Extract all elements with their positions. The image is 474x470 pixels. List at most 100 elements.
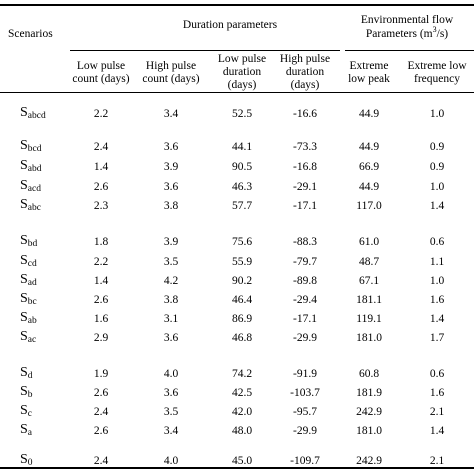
column-header-6-line-2: frequency xyxy=(414,73,460,85)
table-cell: 60.8 xyxy=(358,368,380,380)
table-cell: 61.0 xyxy=(358,236,380,248)
scenario-label: Sab xyxy=(20,310,37,326)
table-cell: 242.9 xyxy=(356,406,382,418)
table-cell: -29.9 xyxy=(293,425,317,437)
table-cell: 2.4 xyxy=(93,141,109,153)
table-cell: 67.1 xyxy=(358,275,380,287)
table-cell: 117.0 xyxy=(356,200,382,212)
table-cell: 90.5 xyxy=(231,161,253,173)
table-cell: 44.9 xyxy=(358,108,380,120)
scenario-label: Scd xyxy=(20,253,37,269)
table-cell: 1.0 xyxy=(429,108,445,120)
scenario-label: Sabd xyxy=(20,158,42,174)
table-cell: 181.9 xyxy=(356,387,382,399)
scenario-label: S0 xyxy=(20,452,33,468)
table-cell: 181.0 xyxy=(356,425,382,437)
table-cell: -17.1 xyxy=(293,313,317,325)
table-cell: 1.6 xyxy=(93,313,109,325)
column-header-3-line-1: Low pulse xyxy=(217,53,267,65)
column-header-1-line-1: Low pulse xyxy=(76,60,126,72)
header-scenarios: Scenarios xyxy=(8,28,53,40)
table-cell: 1.6 xyxy=(429,294,445,306)
table-cell: 3.8 xyxy=(163,294,179,306)
top-rule xyxy=(0,4,474,6)
table-cell: 66.9 xyxy=(358,161,380,173)
table-cell: 4.2 xyxy=(163,275,179,287)
table-cell: -17.1 xyxy=(293,200,317,212)
table-cell: 3.5 xyxy=(163,406,179,418)
table-cell: -29.1 xyxy=(293,181,317,193)
header-duration-group: Duration parameters xyxy=(182,19,278,31)
table-cell: 2.1 xyxy=(429,455,445,467)
table-cell: 1.4 xyxy=(429,313,445,325)
scenario-label: Sabcd xyxy=(20,105,46,121)
table-cell: 0.9 xyxy=(429,141,445,153)
table-cell: -16.8 xyxy=(293,161,317,173)
table-cell: 3.6 xyxy=(163,141,179,153)
table-cell: 45.0 xyxy=(231,455,253,467)
table-cell: 3.9 xyxy=(163,236,179,248)
table-cell: -103.7 xyxy=(290,387,320,399)
column-header-6-line-1: Extreme low xyxy=(407,60,467,72)
table-cell: 86.9 xyxy=(231,313,253,325)
table-cell: -88.3 xyxy=(293,236,317,248)
scenario-label: Sc xyxy=(20,403,33,419)
table-cell: 1.4 xyxy=(93,275,109,287)
table-cell: 1.4 xyxy=(429,425,445,437)
table-cell: 1.4 xyxy=(93,161,109,173)
table-cell: 55.9 xyxy=(231,256,253,268)
scenario-label: Sd xyxy=(20,365,33,381)
table-cell: 46.4 xyxy=(231,294,253,306)
table-cell: 3.4 xyxy=(163,425,179,437)
table-cell: 48.0 xyxy=(231,425,253,437)
table-cell: -109.7 xyxy=(290,455,320,467)
table-cell: 2.2 xyxy=(93,256,109,268)
table-cell: 3.6 xyxy=(163,387,179,399)
table-cell: -29.9 xyxy=(293,332,317,344)
scenario-label: Sa xyxy=(20,422,33,438)
table-cell: 2.4 xyxy=(93,406,109,418)
table-cell: 57.7 xyxy=(231,200,253,212)
table-cell: 3.6 xyxy=(163,332,179,344)
table-cell: 0.6 xyxy=(429,236,445,248)
table-cell: 2.4 xyxy=(93,455,109,467)
table-cell: 74.2 xyxy=(231,368,253,380)
table-cell: 1.7 xyxy=(429,332,445,344)
column-header-5-line-1: Extreme xyxy=(349,60,389,72)
column-header-2-line-2: count (days) xyxy=(142,73,200,85)
column-header-5-line-2: low peak xyxy=(348,73,390,85)
table-cell: 52.5 xyxy=(231,108,253,120)
table-cell: 2.2 xyxy=(93,108,109,120)
table-cell: 48.7 xyxy=(358,256,380,268)
column-header-2-line-1: High pulse xyxy=(145,60,197,72)
table-cell: 46.3 xyxy=(231,181,253,193)
table-cell: 1.9 xyxy=(93,368,109,380)
table-cell: 42.0 xyxy=(231,406,253,418)
scenario-label: Sbcd xyxy=(20,138,42,154)
scenario-label: Sad xyxy=(20,272,37,288)
duration-group-underline xyxy=(70,50,340,51)
table-cell: 42.5 xyxy=(231,387,253,399)
table-cell: 3.6 xyxy=(163,181,179,193)
table-cell: 44.1 xyxy=(231,141,253,153)
table-cell: 1.8 xyxy=(93,236,109,248)
column-header-3-line-2: duration xyxy=(222,66,262,78)
bottom-rule xyxy=(0,467,474,469)
table-cell: 44.9 xyxy=(358,181,380,193)
table-cell: -95.7 xyxy=(293,406,317,418)
scenario-label: Sacd xyxy=(20,178,41,194)
table-cell: 1.4 xyxy=(429,200,445,212)
table-cell: 2.6 xyxy=(93,294,109,306)
scenario-label: Sb xyxy=(20,384,33,400)
table-cell: 2.6 xyxy=(93,425,109,437)
table-cell: 242.9 xyxy=(356,455,382,467)
scenario-label: Sabc xyxy=(20,197,41,213)
column-header-4-line-3: (days) xyxy=(290,79,320,91)
table-cell: 1.0 xyxy=(429,181,445,193)
table-cell: -89.8 xyxy=(293,275,317,287)
table-cell: 1.0 xyxy=(429,275,445,287)
scenario-label: Sbd xyxy=(20,233,38,249)
table-cell: 75.6 xyxy=(231,236,253,248)
table-cell: 2.1 xyxy=(429,406,445,418)
